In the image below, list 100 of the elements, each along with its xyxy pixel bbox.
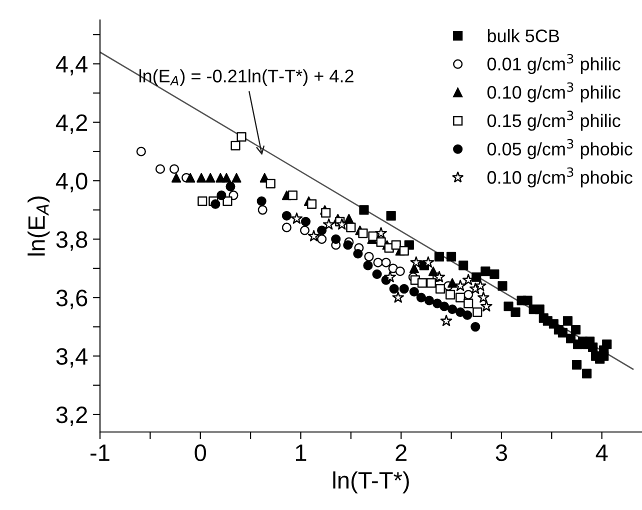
point <box>480 266 490 276</box>
point <box>266 178 276 188</box>
point <box>216 190 226 200</box>
point <box>422 256 434 268</box>
point <box>308 230 320 242</box>
point <box>256 196 266 206</box>
point <box>206 172 216 183</box>
legend-label: 0.05 g/cm$^{3}$ phobic <box>487 139 632 160</box>
point <box>399 246 409 256</box>
point <box>226 182 236 192</box>
point <box>322 218 335 230</box>
point <box>572 360 582 370</box>
point <box>386 210 396 221</box>
point <box>446 290 456 300</box>
point <box>417 278 427 288</box>
point <box>416 292 426 302</box>
point <box>510 307 520 317</box>
annotation: ln(E$_{A}$) = -0.21ln(T-T*) + 4.2 <box>139 69 354 86</box>
x-tick-label: -1 <box>90 444 110 461</box>
point <box>363 260 373 270</box>
point <box>424 296 434 306</box>
point <box>435 284 446 294</box>
x-tick-label: 4 <box>596 444 608 461</box>
point <box>470 322 480 332</box>
point <box>462 310 472 320</box>
point <box>454 280 466 292</box>
point <box>504 302 514 312</box>
point <box>478 291 490 303</box>
point <box>582 368 592 378</box>
point <box>399 284 409 294</box>
y-tick-label: 3,8 <box>56 231 88 251</box>
point <box>368 231 378 242</box>
point <box>472 307 482 317</box>
point <box>353 248 363 259</box>
point <box>433 270 446 282</box>
point <box>498 281 508 291</box>
legend-label: 0.15 g/cm$^{3}$ philic <box>487 110 620 131</box>
point <box>389 284 399 294</box>
point <box>426 278 436 288</box>
point <box>456 307 466 317</box>
y-axis-title: ln(E$_{A}$) <box>28 196 50 256</box>
point <box>186 172 196 183</box>
point <box>522 296 532 306</box>
point <box>358 228 368 238</box>
y-tick-label: 3,4 <box>56 348 88 368</box>
point <box>198 196 208 206</box>
x-tick-label: 0 <box>194 444 206 462</box>
legend-label: 0.10 g/cm$^{3}$ phobic <box>487 167 632 188</box>
point <box>428 266 438 276</box>
point <box>359 205 369 215</box>
point <box>343 240 353 250</box>
point <box>230 140 240 150</box>
y-tick-label: 3,6 <box>56 290 88 310</box>
point <box>464 298 474 308</box>
point <box>570 324 581 335</box>
y-tick-label: 4,4 <box>56 56 88 76</box>
point <box>321 208 331 218</box>
point <box>317 226 327 236</box>
point <box>331 234 341 244</box>
point <box>480 300 492 312</box>
legend-label: 0.10 g/cm$^{3}$ philic <box>487 82 620 102</box>
point <box>222 172 232 183</box>
point <box>236 132 246 142</box>
point <box>448 278 458 288</box>
point <box>372 269 382 280</box>
point <box>282 210 292 221</box>
point <box>440 314 452 326</box>
point <box>346 222 356 232</box>
x-axis-title: ln(T-T*) <box>333 471 409 494</box>
point <box>458 260 468 270</box>
point <box>392 291 404 303</box>
point <box>196 172 206 183</box>
point <box>391 240 401 250</box>
point <box>439 302 450 312</box>
point <box>300 216 311 226</box>
point <box>558 328 568 338</box>
y-tick-label: 3,2 <box>56 406 88 426</box>
point <box>446 252 456 262</box>
point <box>534 304 544 314</box>
point <box>490 269 500 280</box>
x-tick-label: 1 <box>296 444 306 461</box>
point <box>171 172 182 183</box>
point <box>409 286 419 297</box>
point <box>210 199 220 209</box>
x-tick-label: 2 <box>396 444 406 461</box>
point <box>602 340 612 350</box>
point <box>375 227 387 238</box>
point <box>588 342 598 352</box>
point <box>336 218 348 230</box>
point <box>562 316 573 326</box>
y-tick-label: 4,0 <box>56 172 88 192</box>
legend-label: bulk 5CB <box>488 29 560 42</box>
x-tick-label: 3 <box>496 444 508 462</box>
y-tick-label: 4,2 <box>56 114 88 134</box>
point <box>384 270 396 282</box>
legend-label: 0.01 g/cm$^{3}$ philic <box>487 54 620 74</box>
point <box>232 172 242 183</box>
point <box>410 256 422 268</box>
point <box>290 212 303 224</box>
point <box>306 199 317 209</box>
